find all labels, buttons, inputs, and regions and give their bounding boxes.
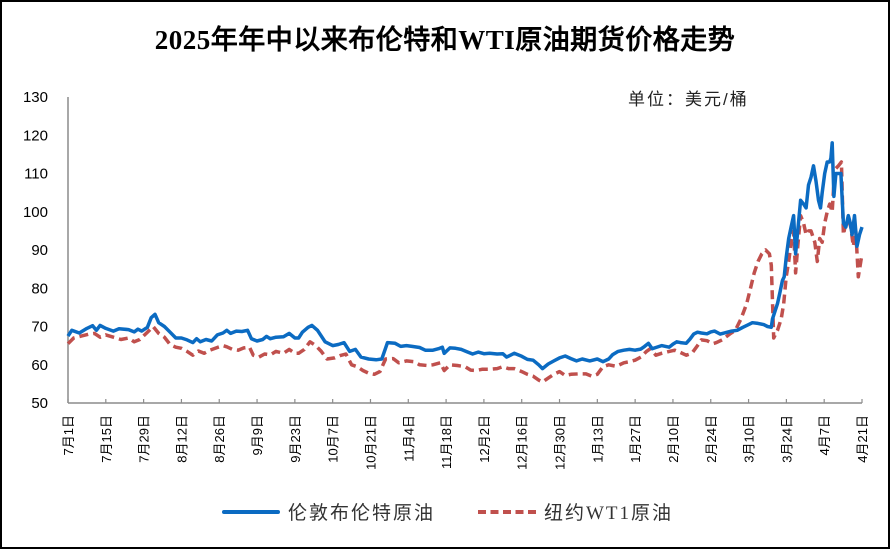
- x-axis-ticks: 7月1日 7月15日 7月29日 8月12日 8月26日 9月9日 9月23日 10月7日 10…: [61, 399, 870, 470]
- y-tick-label: 50: [31, 395, 48, 412]
- y-tick-label: 90: [31, 242, 48, 259]
- wti-series-line: [66, 160, 864, 384]
- legend-brent-swatch: [222, 509, 280, 514]
- x-tick-label: 8月12日: [174, 415, 189, 463]
- x-tick-label: 4月21日: [855, 415, 870, 463]
- legend-brent-label: 伦敦布伦特原油: [288, 503, 436, 524]
- x-tick-label: 3月10日: [742, 415, 757, 463]
- x-tick-label: 9月23日: [288, 415, 303, 463]
- x-tick-label: 1月13日: [590, 415, 605, 463]
- y-axis-ticks: 50 60 70 80 90 100 110 120 130: [23, 89, 48, 412]
- x-tick-label: 7月29日: [137, 415, 152, 463]
- x-tick-label: 3月24日: [779, 415, 794, 463]
- x-tick-label: 12月30日: [553, 415, 568, 470]
- x-tick-label: 7月15日: [99, 415, 114, 463]
- chart-legend: 伦敦布伦特原油 纽约WT1原油: [0, 498, 890, 528]
- x-tick-label: 10月21日: [363, 415, 378, 470]
- legend-wti-swatch: [478, 509, 536, 514]
- x-tick-label: 12月2日: [477, 415, 492, 463]
- x-tick-label: 8月26日: [212, 415, 227, 463]
- y-tick-label: 80: [31, 280, 48, 297]
- chart-title: 2025年年中以来布伦特和WTI原油期货价格走势: [154, 25, 736, 55]
- legend-item-brent: 伦敦布伦特原油: [222, 498, 435, 525]
- y-tick-label: 70: [31, 319, 48, 336]
- brent-series-line: [66, 141, 864, 371]
- y-tick-label: 120: [23, 127, 48, 144]
- y-tick-label: 100: [23, 204, 48, 221]
- x-tick-label: 2月10日: [666, 415, 681, 463]
- x-tick-label: 11月18日: [439, 415, 454, 469]
- legend-item-wti: 纽约WT1原油: [478, 498, 673, 525]
- x-tick-label: 2月24日: [704, 415, 719, 463]
- x-tick-label: 10月7日: [326, 415, 341, 463]
- x-tick-label: 7月1日: [61, 415, 76, 455]
- y-tick-label: 130: [23, 89, 48, 106]
- x-tick-label: 12月16日: [515, 415, 530, 470]
- y-tick-label: 110: [24, 166, 48, 183]
- x-tick-label: 4月7日: [817, 415, 832, 455]
- y-tick-label: 60: [31, 357, 48, 374]
- x-tick-label: 1月27日: [628, 415, 643, 463]
- x-tick-label: 9月9日: [250, 415, 265, 455]
- unit-label: 单位：美元/桶: [628, 90, 749, 109]
- x-tick-label: 11月4日: [401, 415, 416, 462]
- legend-wti-label: 纽约WT1原油: [544, 503, 674, 524]
